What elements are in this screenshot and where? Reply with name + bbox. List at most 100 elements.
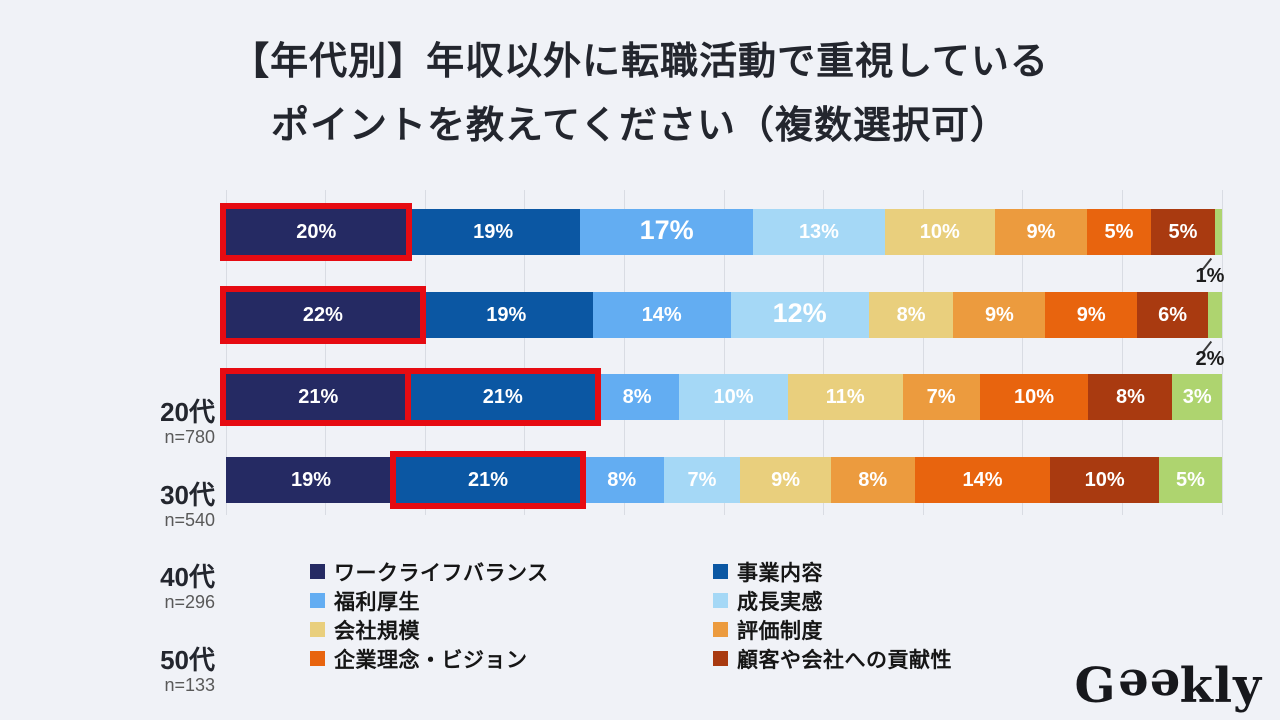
bar-segment: 13% bbox=[753, 209, 885, 255]
legend-item-label: 福利厚生 bbox=[334, 590, 420, 614]
segment-value-label: 5% bbox=[1168, 220, 1198, 243]
legend-item: 成長実感 bbox=[713, 586, 952, 615]
bar-segment: 10% bbox=[679, 374, 788, 420]
legend-color-chip bbox=[713, 593, 728, 608]
segment-value-label: 10% bbox=[1084, 468, 1125, 491]
bar-segment: 17% bbox=[579, 209, 754, 255]
segment-value-label: 9% bbox=[771, 468, 801, 491]
sample-size-label: n=296 bbox=[164, 592, 215, 612]
bar-segment: 21% bbox=[404, 368, 602, 426]
bar-segment: 6% bbox=[1137, 292, 1209, 338]
outside-value-label: 1% bbox=[1195, 265, 1225, 287]
bar-segment: 8% bbox=[1088, 374, 1173, 420]
gridline bbox=[723, 190, 725, 515]
legend-item: 企業理念・ビジョン bbox=[310, 644, 549, 673]
segment-value-label: 10% bbox=[919, 220, 960, 243]
segment-value-label: 14% bbox=[641, 303, 682, 326]
legend-column-left: ワークライフバランス 福利厚生 会社規模 企業理念・ビジョン bbox=[310, 557, 549, 673]
bar-segment: 5% bbox=[1150, 209, 1215, 255]
legend-color-chip bbox=[310, 622, 325, 637]
segment-value-label: 21% bbox=[482, 385, 523, 408]
bar-segment bbox=[1208, 292, 1222, 338]
bar-row-50代: 19% 21% 8% 7% 9% 8% 14% 10% 5% bbox=[226, 451, 1223, 509]
segment-value-label: 17% bbox=[639, 214, 694, 245]
bar-segment: 5% bbox=[1086, 209, 1151, 255]
outside-value-label: 2% bbox=[1195, 348, 1225, 370]
legend-item-label: ワークライフバランス bbox=[334, 561, 549, 585]
segment-value-label: 21% bbox=[298, 385, 339, 408]
plot-area: 20% 19% 17% 13% 10% 9% 5% 5% 1% 22% 19% 14% 12% 8% 9% 9… bbox=[219, 190, 1224, 515]
segment-value-label: 14% bbox=[962, 468, 1003, 491]
bar-segment: 8% bbox=[830, 457, 915, 503]
bar-segment: 21% bbox=[220, 368, 417, 426]
legend-color-chip bbox=[310, 564, 325, 579]
row-label-3: 40代 n=296 bbox=[95, 563, 215, 613]
age-group-label: 20代 bbox=[160, 397, 215, 427]
legend-color-chip bbox=[310, 651, 325, 666]
row-label-1: 20代 n=780 bbox=[95, 398, 215, 448]
geekly-logo: Geekly bbox=[1075, 658, 1262, 714]
bar-row-20代: 20% 19% 17% 13% 10% 9% 5% 5% bbox=[219, 203, 1222, 261]
segment-value-label: 7% bbox=[687, 468, 717, 491]
bar-segment: 5% bbox=[1158, 457, 1223, 503]
segment-value-label: 6% bbox=[1158, 303, 1188, 326]
segment-value-label: 8% bbox=[622, 385, 652, 408]
segment-value-label: 19% bbox=[473, 220, 514, 243]
segment-value-label: 8% bbox=[896, 303, 926, 326]
segment-value-label: 19% bbox=[291, 468, 332, 491]
segment-value-label: 21% bbox=[467, 468, 508, 491]
segment-value-label: 10% bbox=[713, 385, 754, 408]
bar-segment: 9% bbox=[740, 457, 831, 503]
sample-size-label: n=133 bbox=[164, 675, 215, 695]
legend-item-label: 事業内容 bbox=[737, 561, 823, 585]
sample-size-label: n=540 bbox=[164, 510, 215, 530]
legend-item: 事業内容 bbox=[713, 557, 952, 586]
segment-value-label: 9% bbox=[984, 303, 1014, 326]
legend-color-chip bbox=[713, 564, 728, 579]
row-label-4: 50代 n=133 bbox=[95, 646, 215, 696]
bar-segment: 10% bbox=[1050, 457, 1159, 503]
gridline bbox=[325, 190, 327, 515]
segment-value-label: 19% bbox=[486, 303, 527, 326]
bar-segment: 10% bbox=[979, 374, 1089, 420]
bar-segment: 12% bbox=[730, 292, 869, 338]
bar-segment: 7% bbox=[663, 457, 741, 503]
bar-segment: 8% bbox=[868, 292, 954, 338]
row-label-2: 30代 n=540 bbox=[95, 481, 215, 531]
age-group-label: 50代 bbox=[160, 645, 215, 675]
bar-segment: 8% bbox=[595, 374, 680, 420]
chart-title-line2: ポイントを教えてください（複数選択可） bbox=[271, 105, 1009, 147]
gridline bbox=[225, 190, 227, 515]
segment-value-label: 20% bbox=[296, 220, 337, 243]
legend-item: 評価制度 bbox=[713, 615, 952, 644]
legend-item-label: 評価制度 bbox=[737, 619, 823, 643]
gridline bbox=[424, 190, 426, 515]
bar-row-40代: 21% 21% 8% 10% 11% 7% 10% 8% 3% bbox=[220, 368, 1222, 426]
bar-segment: 3% bbox=[1172, 374, 1222, 420]
legend-column-right: 事業内容 成長実感 評価制度 顧客や会社への貢献性 bbox=[713, 557, 952, 673]
segment-value-label: 5% bbox=[1176, 468, 1205, 491]
bar-segment: 22% bbox=[220, 286, 426, 344]
legend-item-label: 成長実感 bbox=[737, 590, 823, 614]
gridline bbox=[623, 190, 625, 515]
bar-segment: 19% bbox=[226, 457, 397, 503]
segment-value-label: 8% bbox=[607, 468, 637, 491]
legend-item-label: 会社規模 bbox=[334, 619, 420, 643]
bar-segment: 8% bbox=[579, 457, 664, 503]
gridline bbox=[1022, 190, 1024, 515]
legend-item: 福利厚生 bbox=[310, 586, 549, 615]
bar-segment: 9% bbox=[1045, 292, 1138, 338]
legend-item: 顧客や会社への貢献性 bbox=[713, 644, 952, 673]
age-group-label: 30代 bbox=[160, 480, 215, 510]
gridline bbox=[1221, 190, 1223, 515]
bar-segment: 7% bbox=[902, 374, 980, 420]
legend-item: ワークライフバランス bbox=[310, 557, 549, 586]
logo-letter: G bbox=[1074, 658, 1117, 714]
segment-value-label: 8% bbox=[858, 468, 888, 491]
chart-title: 【年代別】年収以外に転職活動で重視している ポイントを教えてください（複数選択可… bbox=[0, 30, 1280, 158]
legend-color-chip bbox=[310, 593, 325, 608]
bar-segment: 14% bbox=[914, 457, 1051, 503]
bar-segment bbox=[1214, 209, 1222, 255]
bar-segment: 21% bbox=[390, 451, 586, 509]
